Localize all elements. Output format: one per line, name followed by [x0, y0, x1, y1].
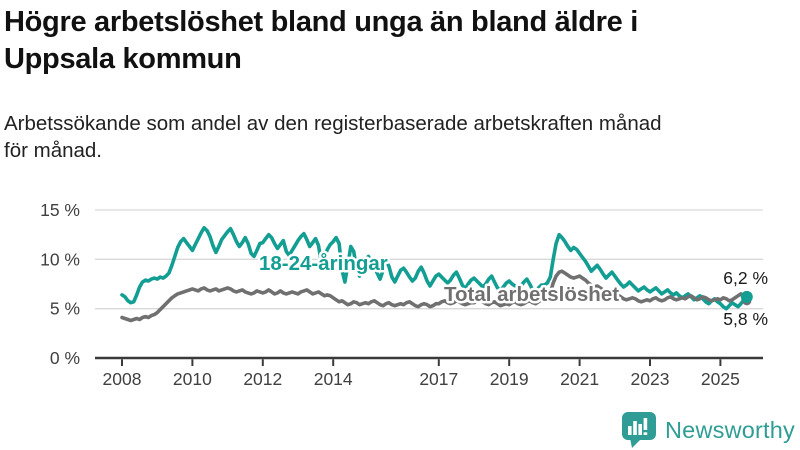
y-axis-label-0: 0 %: [50, 348, 80, 368]
x-axis-label-2019: 2019: [490, 369, 529, 389]
y-axis-label-10: 10 %: [40, 249, 80, 269]
newsworthy-bubble-chart-icon: [622, 412, 657, 448]
chart-canvas: 0 % 5 % 10 % 15 % 2008 2010 2012 2014 2017 2019 20…: [40, 200, 770, 389]
x-axis-label-2008: 2008: [103, 369, 142, 389]
end-dot-youth: [740, 290, 753, 303]
series-label-total: Total arbetslöshet: [444, 283, 619, 306]
newsworthy-wordmark: Newsworthy: [665, 416, 795, 443]
unemployment-line-chart: 0 % 5 % 10 % 15 % 2008 2010 2012 2014 2017 2019 20…: [0, 193, 800, 398]
subtitle-line2: för månad.: [4, 138, 102, 162]
subtitle-line1: Arbetssökande som andel av den registerb…: [4, 112, 662, 135]
x-axis-label-2010: 2010: [173, 369, 212, 389]
x-axis-label-2023: 2023: [631, 369, 670, 389]
x-axis-label-2012: 2012: [243, 369, 282, 389]
y-axis-label-15: 15 %: [40, 200, 80, 220]
newsworthy-logo: Newsworthy: [621, 411, 795, 449]
end-value-label-youth: 6,2 %: [723, 268, 768, 288]
series-label-youth: 18-24-åringar: [259, 252, 388, 275]
y-axis-label-5: 5 %: [50, 299, 80, 319]
page-title: Högre arbetslöshet bland unga än bland ä…: [4, 4, 796, 77]
series-line-18-24: [120, 225, 749, 311]
page-title-line1: Högre arbetslöshet bland unga än bland ä…: [4, 6, 638, 38]
end-value-label-total: 5,8 %: [723, 309, 768, 329]
x-axis-label-2025: 2025: [701, 369, 740, 389]
page-title-line2: Uppsala kommun: [4, 42, 242, 75]
x-axis-label-2017: 2017: [419, 369, 458, 389]
x-axis-label-2021: 2021: [560, 369, 599, 389]
x-axis-label-2014: 2014: [314, 369, 353, 389]
series-line-total: [120, 269, 749, 323]
subtitle: Arbetssökande som andel av den registerb…: [4, 111, 796, 164]
